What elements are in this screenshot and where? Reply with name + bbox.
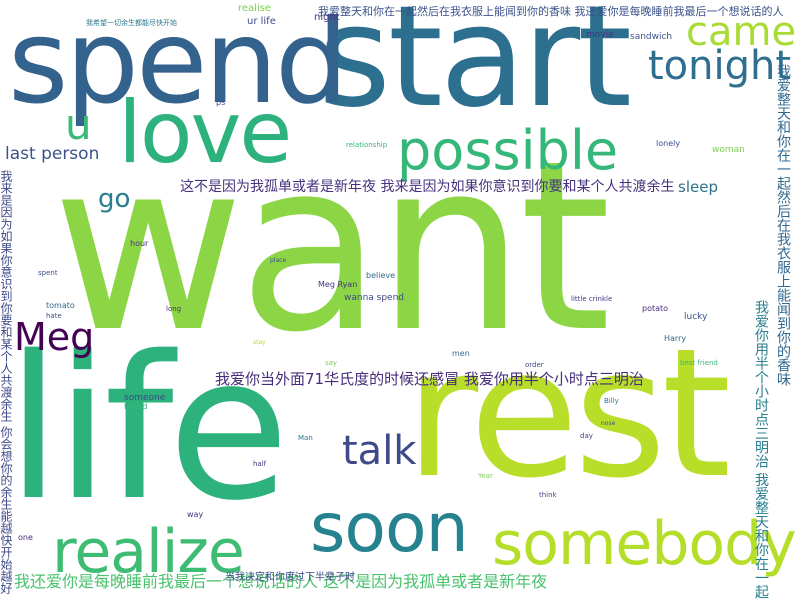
word-go: go — [98, 184, 131, 214]
word-potato: potato — [642, 304, 669, 313]
word-way: way — [187, 510, 204, 519]
word-start: start — [318, 0, 632, 139]
word-woman: woman — [712, 145, 745, 155]
word-somebody: somebody — [492, 509, 797, 579]
word-possible: possible — [397, 119, 619, 182]
word-tonight: tonight — [648, 43, 792, 89]
word-soon: soon — [310, 489, 469, 568]
word-order: order — [525, 361, 544, 369]
phrase-p5: 我爱整天和你在一起然后在我衣服上能闻到你的香味 — [775, 64, 791, 386]
word-little-crinkle: little crinkle — [571, 295, 613, 303]
word-half: half — [253, 460, 267, 468]
word-one: one — [18, 533, 33, 542]
word-movie: movie — [586, 30, 614, 40]
word-stay: stay — [253, 339, 266, 346]
phrase-p8: 当我决定和你度过下半辈子时 — [225, 572, 355, 583]
phrase-p6: 我爱你用半个小时点三明治 我爱整天和你在一起 — [753, 300, 769, 599]
word-night: night — [314, 12, 340, 23]
word-say: say — [325, 359, 338, 367]
word-u: u — [65, 100, 92, 149]
phrase-p4: 我还爱你是每晚睡前我最后一个想说话的人 这不是因为我孤单或者是新年夜 — [14, 572, 548, 591]
word-billy: Billy — [604, 397, 619, 405]
word-ps: ps — [216, 98, 226, 107]
word-hour: hour — [130, 239, 149, 248]
word-long: long — [166, 305, 182, 313]
word-last-person: last person — [5, 144, 100, 164]
word-best-friend: best friend — [680, 359, 718, 367]
word-meg-ryan: Meg Ryan — [318, 280, 358, 289]
word-wanna-spend: wanna spend — [344, 293, 405, 303]
word-day: day — [580, 432, 593, 440]
word-realise: realise — [238, 3, 272, 14]
word-place: place — [270, 257, 287, 264]
phrase-p3: 我爱你当外面71华氏度的时候还感冒 我爱你用半个小时点三明治 — [215, 370, 644, 388]
word-talk: talk — [342, 428, 417, 474]
word-believe: believe — [366, 271, 396, 280]
word-meg: Meg — [14, 315, 95, 359]
phrase-p7: 我来是因为如果你意识到你要和某个人共渡余生 你会想你的余生能越快开始越好 — [0, 170, 13, 594]
phrase-p2: 这不是因为我孤单或者是新年夜 我来是因为如果你意识到你要和某个人共渡余生 — [180, 179, 675, 195]
word-ur-life: ur life — [247, 16, 276, 27]
word-sandwich: sandwich — [630, 32, 673, 42]
word-friend: friend — [124, 402, 148, 411]
word-lucky: lucky — [684, 312, 708, 322]
word-nose: nose — [601, 420, 616, 427]
word-think: think — [539, 491, 557, 499]
word-want: want — [52, 111, 611, 384]
word-lonely: lonely — [656, 139, 681, 148]
word-realize: realize — [52, 517, 245, 587]
word-men: men — [452, 349, 470, 358]
word-sleep: sleep — [678, 178, 718, 196]
word-life: life — [6, 313, 290, 544]
phrase-p9: 我希望一切余生都能尽快开始 — [86, 19, 177, 27]
word-spend: spend — [8, 0, 349, 130]
word-man: Man — [298, 434, 313, 442]
word-tomato: tomato — [46, 301, 75, 310]
word-harry: Harry — [664, 334, 687, 343]
word-someone: someone — [124, 393, 166, 403]
word-rest: rest — [405, 310, 731, 517]
word-hate: hate — [46, 312, 62, 320]
phrase-p1: 我爱整天和你在一起然后在我衣服上能闻到你的香味 我还爱你是每晚睡前我最后一个想说… — [318, 5, 784, 18]
word-spent: spent — [38, 269, 58, 277]
word-year: Year — [478, 472, 493, 480]
word-came: came — [686, 9, 797, 55]
word-relationship: relationship — [346, 141, 388, 149]
word-love: love — [118, 83, 292, 183]
